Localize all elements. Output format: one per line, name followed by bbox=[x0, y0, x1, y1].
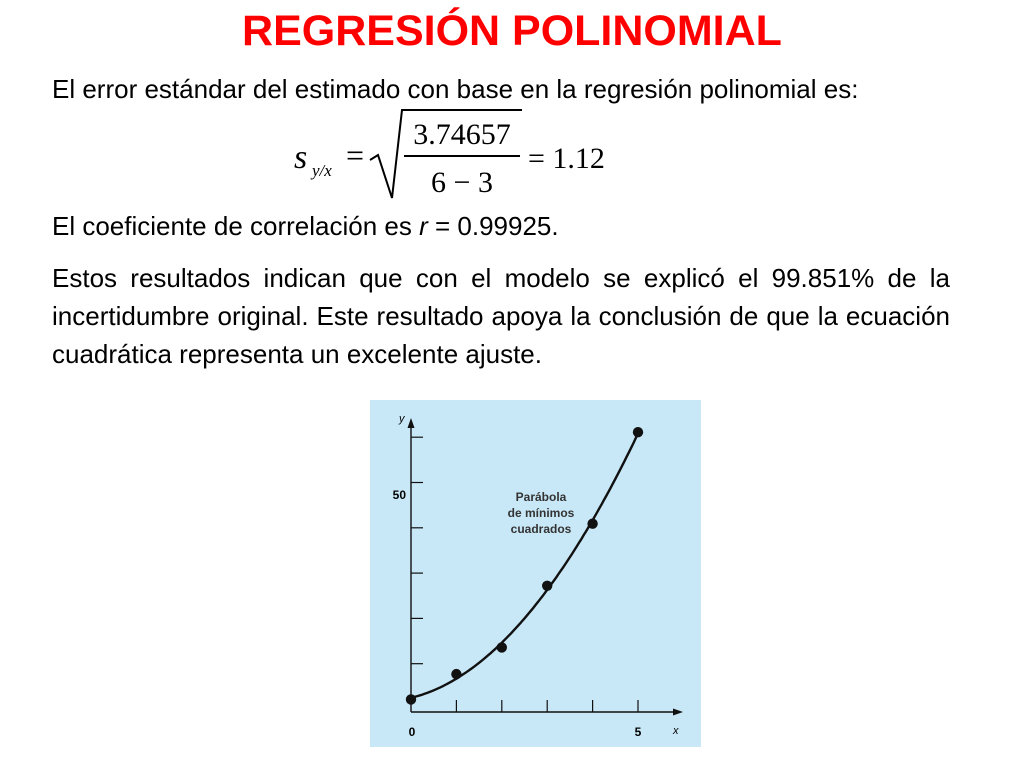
correlation-variable: r bbox=[419, 211, 428, 241]
y-tick-label-50: 50 bbox=[393, 488, 407, 502]
least-squares-parabola-chart: y x 0 5 50 Parábola de mínimos cuadrados bbox=[370, 400, 701, 747]
chart-background bbox=[370, 400, 701, 747]
y-axis-arrow bbox=[407, 418, 415, 428]
x-tick-label-0: 0 bbox=[409, 725, 416, 739]
data-point-2 bbox=[496, 642, 507, 653]
data-point-0 bbox=[405, 694, 417, 705]
formula-numerator: 3.74657 bbox=[413, 118, 511, 151]
x-axis-arrow bbox=[673, 708, 683, 716]
paragraph-standard-error: El error estándar del estimado con base … bbox=[52, 74, 859, 104]
data-point-4 bbox=[587, 518, 598, 529]
annotation-line-0: Parábola bbox=[516, 490, 567, 504]
formula-equals: = bbox=[346, 137, 364, 173]
x-tick-label-5: 5 bbox=[635, 725, 642, 739]
annotation-line-2: cuadrados bbox=[511, 522, 572, 536]
data-point-1 bbox=[451, 668, 462, 680]
chart-annotation: Parábola de mínimos cuadrados bbox=[508, 490, 575, 536]
formula-symbol: s bbox=[294, 139, 307, 176]
paragraph-conclusion: Estos resultados indican que con el mode… bbox=[52, 263, 950, 369]
fit-curve bbox=[410, 433, 640, 699]
data-point-3 bbox=[542, 580, 553, 591]
x-axis-label: x bbox=[672, 725, 679, 737]
standard-error-formula: s y/x = 3.74657 6 − 3 = 1.12 bbox=[292, 106, 632, 206]
annotation-line-1: de mínimos bbox=[508, 506, 575, 520]
formula-subscript: y/x bbox=[310, 161, 332, 180]
correlation-prefix: El coeficiente de correlación es bbox=[52, 211, 420, 241]
formula-result: = 1.12 bbox=[528, 142, 605, 175]
radical-sign bbox=[369, 109, 522, 199]
y-axis-label: y bbox=[398, 413, 406, 425]
paragraph-correlation: El coeficiente de correlación es r = 0.9… bbox=[52, 207, 950, 245]
data-point-5 bbox=[632, 427, 644, 438]
slide-title: REGRESIÓN POLINOMIAL bbox=[242, 7, 782, 55]
correlation-suffix: = 0.99925. bbox=[427, 211, 559, 241]
formula-denominator: 6 − 3 bbox=[431, 166, 493, 199]
